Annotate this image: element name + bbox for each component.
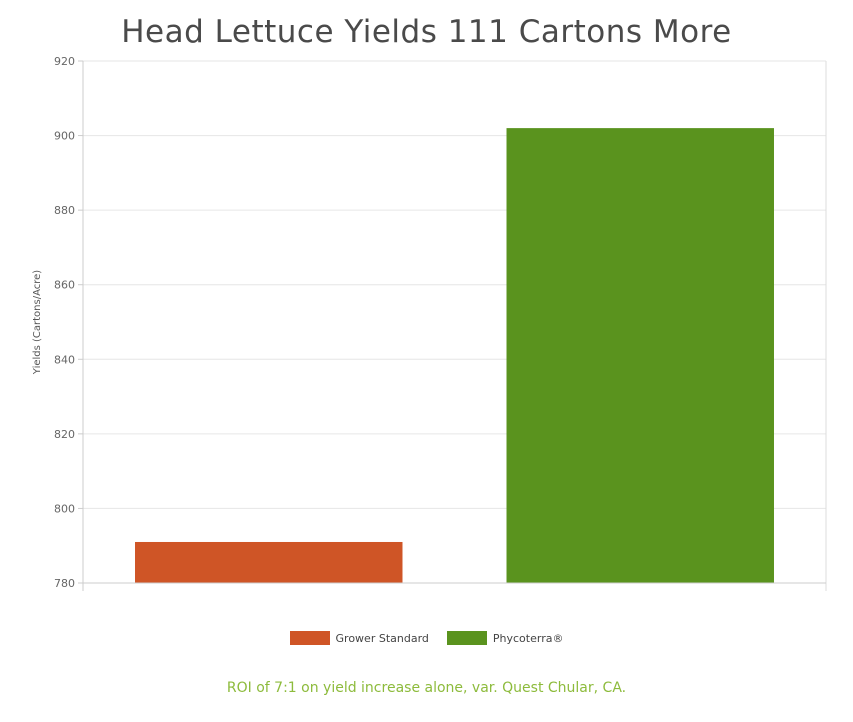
y-tick-label: 820 [54,428,75,441]
axes: 780 800 820 840 860 880 900 920 Yields (Cartons/… [32,55,827,591]
bars [135,128,774,583]
y-axis-label: Yields (Cartons/Acre) [32,270,43,375]
y-tick-label: 900 [54,130,75,143]
legend-swatch-grower-standard [289,631,330,645]
y-tick-label: 840 [54,353,75,366]
legend-item-phycoterra[interactable]: Phycoterra® [446,631,564,645]
legend: Grower Standard Phycoterra® [0,631,853,645]
bar-grower-standard [135,541,403,583]
y-tick-label: 780 [54,577,75,590]
legend-swatch-phycoterra [446,631,487,645]
legend-item-grower-standard[interactable]: Grower Standard [289,631,429,645]
y-tick-label: 880 [54,204,75,217]
chart-title: Head Lettuce Yields 111 Cartons More [121,14,732,50]
legend-label-phycoterra: Phycoterra® [492,631,564,645]
chart-caption: ROI of 7:1 on yield increase alone, var.… [226,680,627,696]
y-tick-label: 920 [54,55,75,68]
y-tick-label: 860 [54,279,75,292]
legend-label-grower-standard: Grower Standard [335,631,429,645]
bar-phycoterra [506,128,774,583]
y-tick-label: 800 [54,502,75,515]
